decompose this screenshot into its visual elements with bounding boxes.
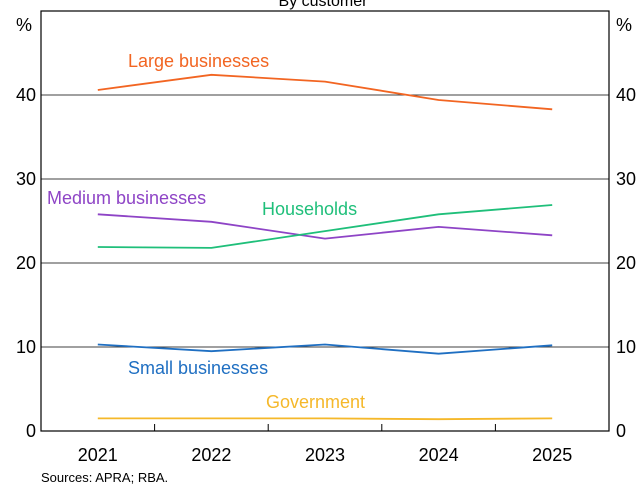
series-label-small-businesses: Small businesses (128, 358, 268, 378)
y-tick-left-10: 10 (16, 337, 36, 357)
plot-border (40, 10, 610, 432)
series-label-medium-businesses: Medium businesses (47, 188, 206, 208)
y-tick-left-20: 20 (16, 253, 36, 273)
y-axis-left: 0 10 20 30 40 (16, 85, 36, 441)
y-tick-right-30: 30 (616, 169, 636, 189)
series-line-large-businesses (97, 73, 553, 111)
series-line-small-businesses (97, 343, 553, 355)
y-tick-right-20: 20 (616, 253, 636, 273)
x-axis: 2021 2022 2023 2024 2025 (78, 424, 572, 465)
x-tick-2025: 2025 (532, 445, 572, 465)
y-tick-left-40: 40 (16, 85, 36, 105)
series-lines (97, 73, 553, 421)
y-unit-left: % (16, 15, 32, 35)
x-tick-2022: 2022 (191, 445, 231, 465)
series-labels: Large businesses Medium businesses Househo… (47, 51, 365, 412)
series-label-large-businesses: Large businesses (128, 51, 269, 71)
y-tick-right-0: 0 (616, 421, 626, 441)
y-tick-left-30: 30 (16, 169, 36, 189)
series-label-households: Households (262, 199, 357, 219)
series-label-government: Government (266, 392, 365, 412)
x-tick-2023: 2023 (305, 445, 345, 465)
series-line-households (97, 204, 553, 249)
x-tick-2024: 2024 (419, 445, 459, 465)
y-axis-right: 0 10 20 30 40 (616, 85, 636, 441)
series-line-medium-businesses (97, 213, 553, 240)
y-tick-left-0: 0 (26, 421, 36, 441)
source-note: Sources: APRA; RBA. (41, 470, 168, 485)
y-tick-right-40: 40 (616, 85, 636, 105)
x-tick-2021: 2021 (78, 445, 118, 465)
y-tick-right-10: 10 (616, 337, 636, 357)
gridlines (41, 94, 609, 348)
chart-subtitle: By customer (279, 0, 369, 10)
y-unit-right: % (616, 15, 632, 35)
series-line-government (97, 417, 553, 421)
